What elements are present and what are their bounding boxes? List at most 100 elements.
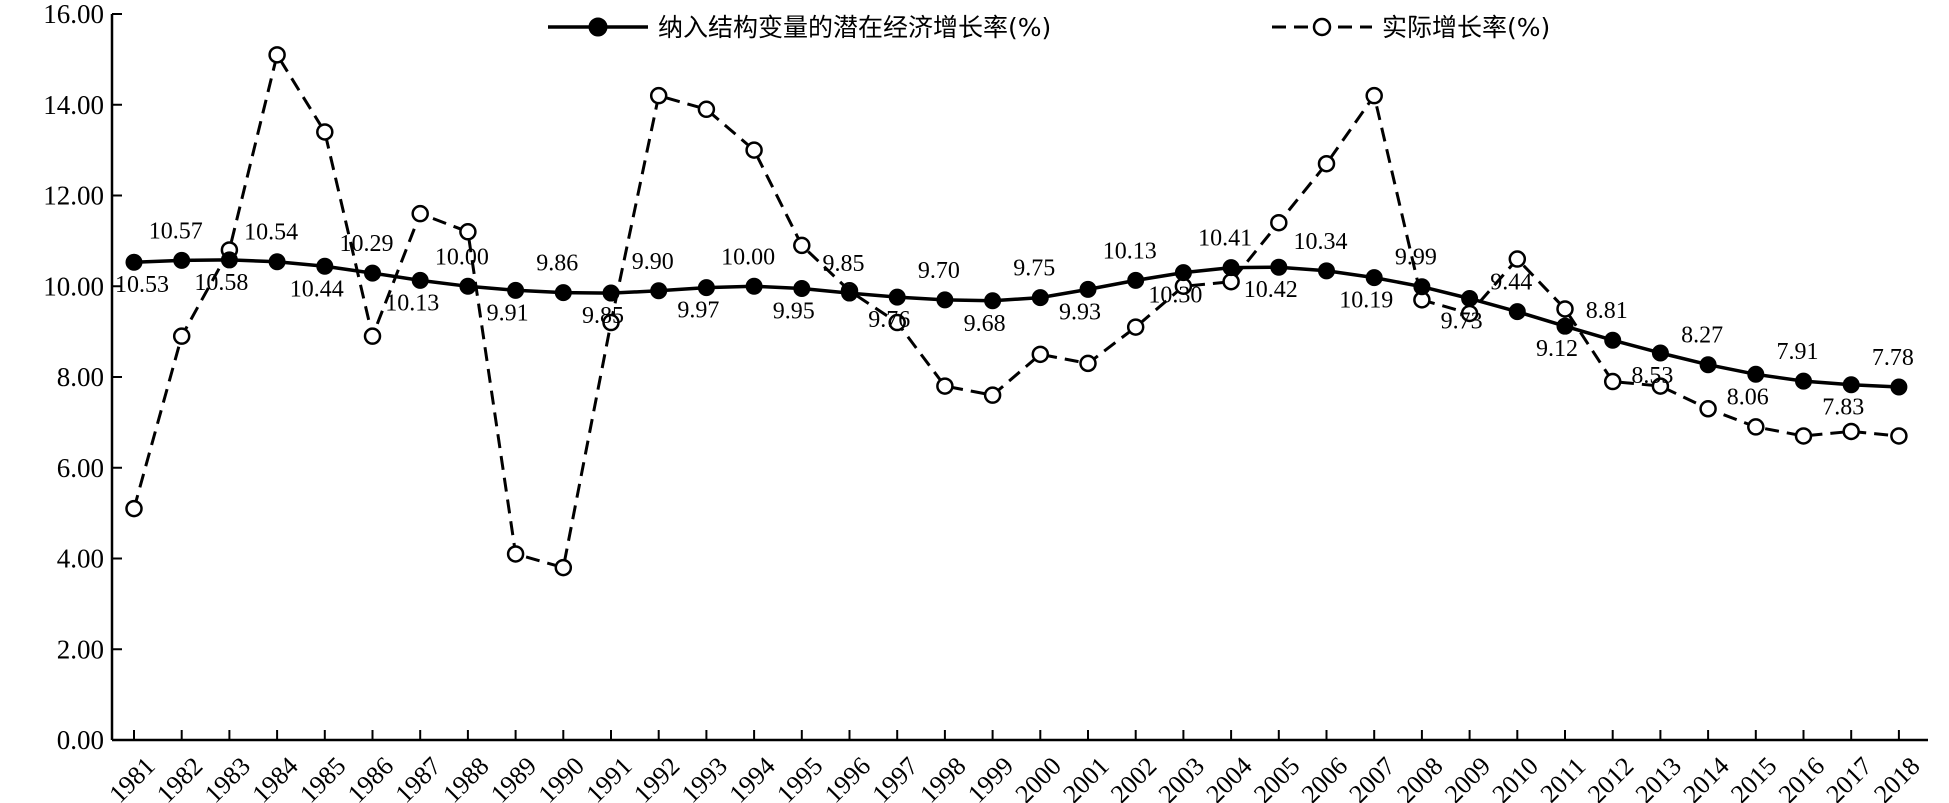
potential-data-label: 9.90 xyxy=(632,249,674,275)
potential-data-label: 8.27 xyxy=(1681,323,1723,349)
potential-data-label: 8.53 xyxy=(1631,363,1673,389)
actual-data-point xyxy=(888,313,906,332)
x-tick-label: 2017 xyxy=(1821,751,1878,803)
actual-data-point xyxy=(1699,400,1717,418)
y-tick-label: 4.00 xyxy=(57,544,104,574)
potential-data-point xyxy=(1651,344,1669,362)
potential-data-point xyxy=(841,284,858,302)
x-tick-label: 1993 xyxy=(676,751,733,803)
x-tick-label: 1991 xyxy=(580,751,637,803)
actual-data-point xyxy=(1222,272,1240,291)
x-tick-label: 2010 xyxy=(1487,751,1544,803)
x-tick-label: 1989 xyxy=(485,751,542,803)
potential-data-point xyxy=(1174,264,1192,282)
actual-data-point xyxy=(1079,354,1097,373)
potential-data-point xyxy=(745,277,763,295)
actual-data-point xyxy=(316,123,334,141)
actual-data-point xyxy=(745,141,763,159)
x-tick-label: 2012 xyxy=(1582,751,1639,803)
x-tick-label: 2015 xyxy=(1725,751,1782,803)
actual-data-point xyxy=(1747,418,1765,436)
potential-data-point xyxy=(697,279,715,297)
x-tick-label: 2003 xyxy=(1153,751,1210,803)
x-tick-label: 2000 xyxy=(1010,751,1067,803)
potential-data-point xyxy=(173,251,191,269)
legend-actual-marker xyxy=(1312,17,1332,37)
actual-data-point xyxy=(649,86,668,105)
potential-data-point xyxy=(411,271,429,289)
actual-series-line xyxy=(132,50,1900,570)
potential-data-point xyxy=(1365,269,1383,287)
potential-data-point xyxy=(1031,289,1049,307)
actual-data-point xyxy=(1890,427,1908,445)
actual-data-point xyxy=(1651,377,1670,395)
x-tick-label: 2007 xyxy=(1344,751,1401,803)
actual-data-point xyxy=(936,377,954,395)
potential-data-label: 9.86 xyxy=(536,251,578,277)
potential-data-label: 9.68 xyxy=(964,311,1006,337)
potential-data-point xyxy=(793,280,811,298)
potential-data-label: 10.44 xyxy=(290,276,344,302)
y-tick-label: 6.00 xyxy=(57,453,104,483)
potential-data-label: 8.81 xyxy=(1586,298,1628,324)
potential-data-point xyxy=(554,284,572,302)
potential-data-point xyxy=(1318,262,1335,280)
potential-data-label: 9.70 xyxy=(918,258,960,284)
potential-data-label: 9.73 xyxy=(1441,309,1483,335)
x-tick-label: 1983 xyxy=(199,751,256,803)
y-tick-label: 16.00 xyxy=(43,0,104,29)
actual-data-point xyxy=(363,327,382,345)
potential-data-point xyxy=(507,281,525,299)
x-tick-label: 2005 xyxy=(1248,751,1305,803)
x-tick-label: 2009 xyxy=(1439,751,1496,803)
potential-data-label: 10.13 xyxy=(385,290,439,316)
x-tick-label: 1985 xyxy=(294,751,351,803)
potential-data-label: 10.53 xyxy=(115,272,169,298)
potential-data-label: 9.12 xyxy=(1536,336,1578,362)
potential-data-label: 10.29 xyxy=(340,231,394,257)
potential-data-label: 7.91 xyxy=(1777,339,1819,365)
x-tick-label: 1982 xyxy=(151,751,208,803)
y-tick-label: 8.00 xyxy=(57,362,104,392)
potential-data-point xyxy=(1127,271,1145,289)
potential-data-label: 10.13 xyxy=(1103,238,1157,264)
actual-data-point xyxy=(1556,300,1574,318)
x-tick-label: 1992 xyxy=(628,751,685,803)
x-tick-label: 1988 xyxy=(437,751,494,803)
potential-data-label: 9.99 xyxy=(1395,245,1437,271)
potential-data-point xyxy=(125,253,143,271)
potential-data-label: 8.06 xyxy=(1727,384,1769,410)
potential-data-label: 9.91 xyxy=(487,300,529,326)
legend-potential-marker xyxy=(588,17,608,37)
potential-data-point xyxy=(1842,376,1860,394)
actual-data-point xyxy=(1270,213,1288,232)
x-tick-label: 2014 xyxy=(1677,751,1734,803)
x-tick-label: 1997 xyxy=(867,751,924,803)
actual-data-point xyxy=(1126,318,1145,336)
x-tick-label: 1998 xyxy=(914,751,971,803)
potential-data-point xyxy=(1890,378,1908,396)
potential-data-label: 9.97 xyxy=(677,298,719,324)
actual-data-point xyxy=(125,499,143,518)
potential-data-point xyxy=(364,264,381,282)
actual-data-point xyxy=(1365,86,1383,105)
actual-data-point xyxy=(793,236,811,255)
potential-data-label: 10.57 xyxy=(149,218,203,244)
x-tick-label: 1986 xyxy=(342,751,399,803)
x-tick-label: 1981 xyxy=(103,751,160,803)
potential-data-point xyxy=(268,253,286,271)
potential-data-point xyxy=(459,277,477,295)
x-tick-label: 2016 xyxy=(1773,751,1830,803)
axes: 0.00 2.00 4.00 6.00 8.00 10.00 12.00 14.00 16.00… xyxy=(43,0,1928,803)
x-tick-label: 2001 xyxy=(1057,751,1114,803)
potential-data-label: 9.44 xyxy=(1490,270,1532,296)
x-tick-label: 1994 xyxy=(723,751,780,803)
potential-data-point xyxy=(888,288,906,306)
potential-data-point xyxy=(602,284,620,302)
legend: 纳入结构变量的潜在经济增长率(%) 实际增长率(%) xyxy=(548,13,1550,42)
x-tick-label: 1984 xyxy=(246,751,303,803)
x-tick-label: 2002 xyxy=(1105,751,1162,803)
actual-data-point xyxy=(268,46,286,64)
potential-data-label: 10.54 xyxy=(244,220,298,246)
